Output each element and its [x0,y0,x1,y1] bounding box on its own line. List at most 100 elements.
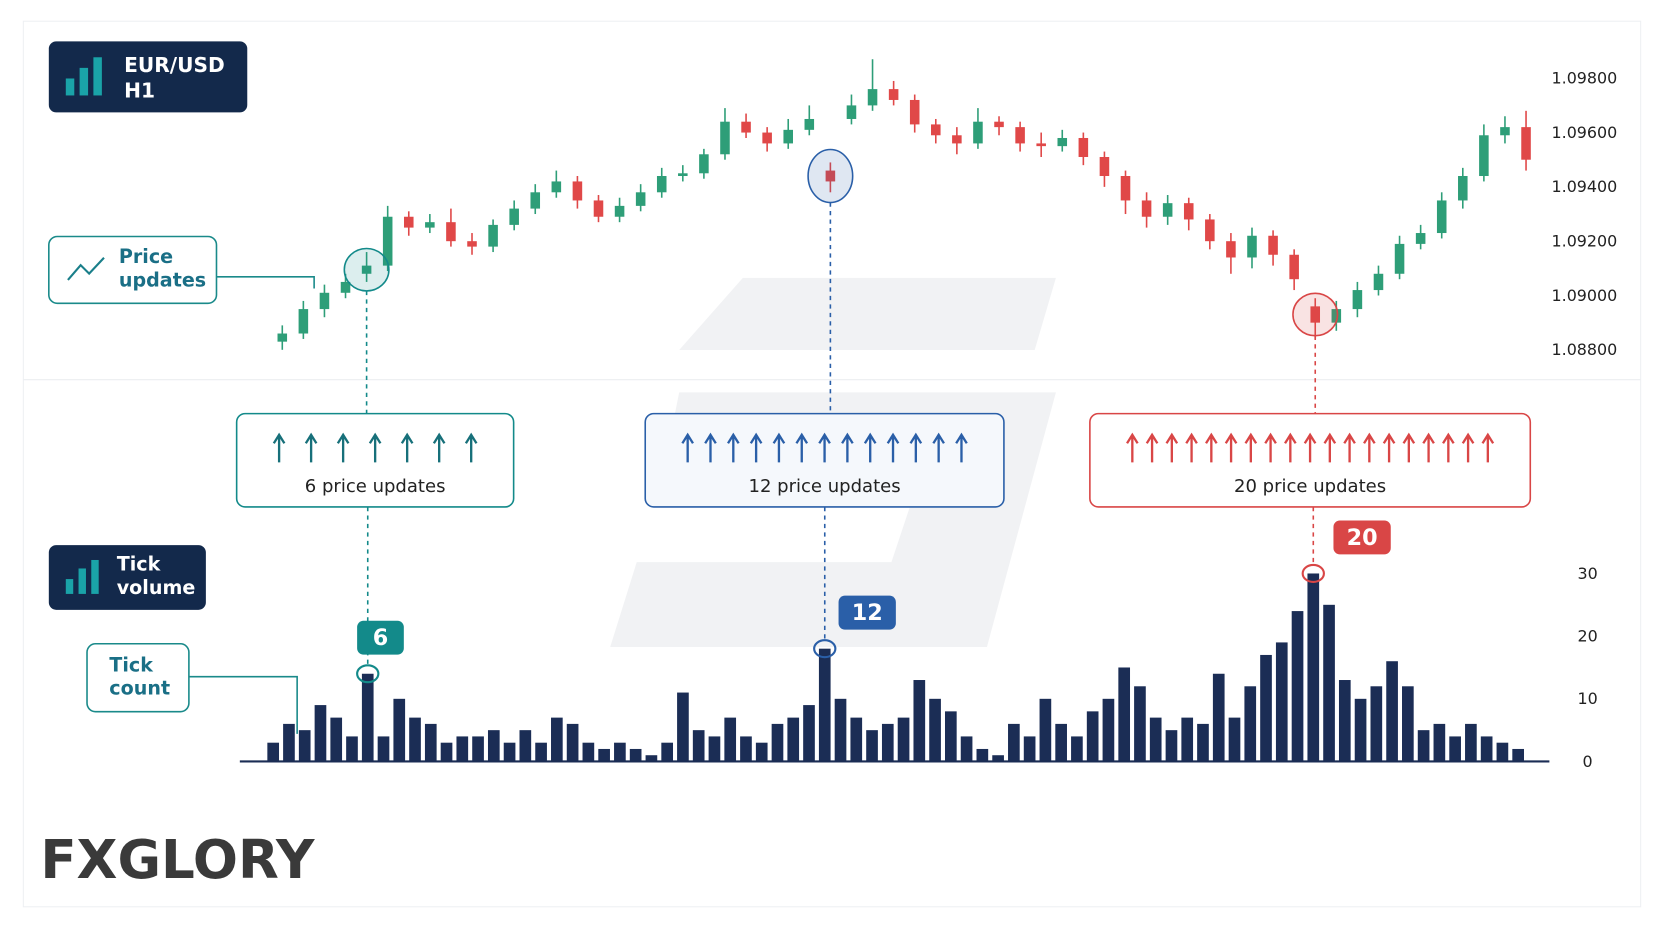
candle-body [952,135,962,144]
candle-body [403,216,414,228]
candle-body [1479,135,1489,177]
volume-bar [566,723,579,762]
icon [79,67,89,96]
volume-bar [1354,698,1367,762]
volume-bar [1149,717,1162,762]
candle-body [973,121,983,144]
volume-bar [314,705,327,762]
candle-body [1310,306,1321,323]
volume-bar [1323,604,1335,762]
candle-body [425,222,435,228]
price-updates-box [48,235,218,305]
y-tick-label: 20 [1577,626,1597,645]
volume-bar [1465,723,1477,762]
tick-volume-label: Tick volume [116,553,196,600]
connector [188,675,298,734]
volume-bar [1008,723,1020,762]
volume-bar [614,742,626,762]
candle-body [1162,203,1173,217]
arrow-icon [272,432,286,463]
candle-body [509,208,519,225]
icon [65,78,75,96]
price-updates-label: Price updates [118,246,207,292]
candle-body [1120,176,1131,201]
candle-body [994,121,1004,128]
candle-body [846,105,857,119]
candle-body [804,118,815,130]
volume-bar [519,730,532,762]
arrow-icon [749,432,763,463]
arrow-icon [1323,432,1337,463]
label-wrap: Price updates [118,246,207,292]
volume-bar [1023,736,1036,762]
volume-bar [913,680,926,762]
candle-body [1268,235,1278,255]
candle-body [1436,200,1447,234]
volume-bar [1228,717,1241,762]
volume-bar [1275,642,1288,762]
bar-highlight [356,664,380,684]
volume-bar [346,736,358,762]
candle-body [656,176,667,193]
arrow-icon [795,432,809,463]
volume-bar [1055,723,1067,762]
candle-body [1036,143,1046,147]
icon [78,568,86,594]
tick-count-box [86,642,190,713]
candle-body [530,192,541,209]
volume-bar [456,736,469,762]
candle-body [340,281,351,293]
arrow-icon [1382,432,1396,463]
arrow-icon [1145,432,1159,463]
candle-body [1099,156,1110,177]
highlight-ring [1292,292,1339,337]
volume-bar [551,717,563,762]
volume-bar [929,698,941,762]
candle-body [1015,127,1025,144]
volume-bar [1118,667,1131,762]
label-wrap: Tick count [109,654,170,700]
volume-bar [850,717,863,762]
volume-bar [803,705,815,762]
volume-bar [1338,680,1351,762]
candle-body [382,216,393,266]
volume-bar [976,748,989,762]
y-tick-label: 10 [1577,689,1597,708]
volume-bar [267,742,280,762]
y-tick-label: 0 [1583,752,1593,771]
candle-body [762,132,772,144]
volume-bar [472,736,484,762]
volume-bar [771,723,784,762]
candle-body [635,192,646,206]
arrow-icon [1442,432,1455,463]
arrow-icon [955,432,968,463]
candle-body [678,173,688,177]
badge-text: 20 [1347,525,1378,551]
arrow-icon [932,432,945,463]
volume-bar [960,736,973,762]
volume-bar [740,736,752,762]
candle-body [1458,176,1468,201]
volume-bar [1402,686,1414,762]
volume-bar [598,748,610,762]
arrow-icon [1185,432,1198,463]
candle-body [1205,219,1215,242]
volume-bar [866,730,878,762]
volume-bar [1212,673,1225,762]
volume-bar [629,748,642,762]
arrow-icon [464,432,478,463]
volume-bar [1244,686,1257,762]
volume-bar [330,717,343,762]
candle-body [1415,233,1426,244]
badge [357,620,404,655]
arrow-icon [909,432,923,463]
y-tick-label: 30 [1577,564,1597,583]
candle-body [909,99,920,125]
volume-bar [1291,611,1304,762]
volume-bar [298,730,311,762]
badge-text: 6 [373,625,389,651]
volume-bar [1433,723,1446,762]
volume-bar [818,648,831,762]
